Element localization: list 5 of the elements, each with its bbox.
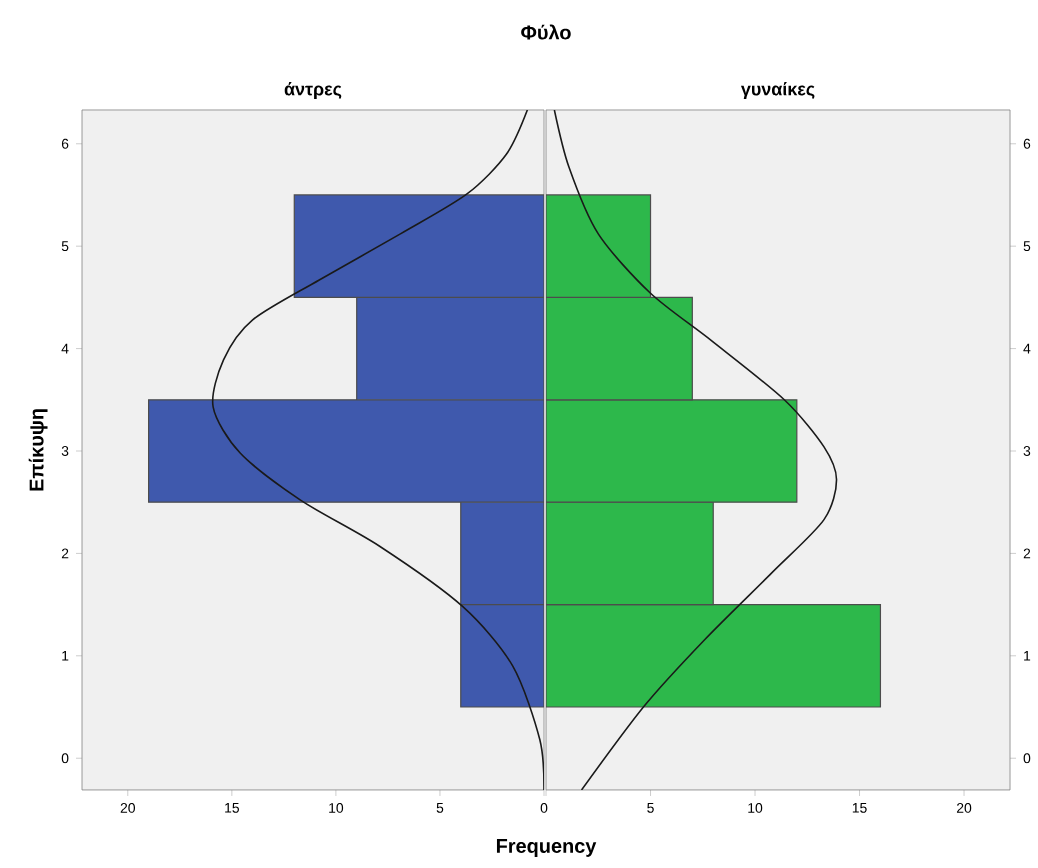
x-axis-title: Frequency <box>496 839 597 857</box>
chart-title: άντρες <box>284 82 342 99</box>
chart-title: γυναίκες <box>740 82 815 99</box>
y-axis-title: Επίκυψη <box>28 409 48 491</box>
text: Φύλο <box>521 24 571 40</box>
